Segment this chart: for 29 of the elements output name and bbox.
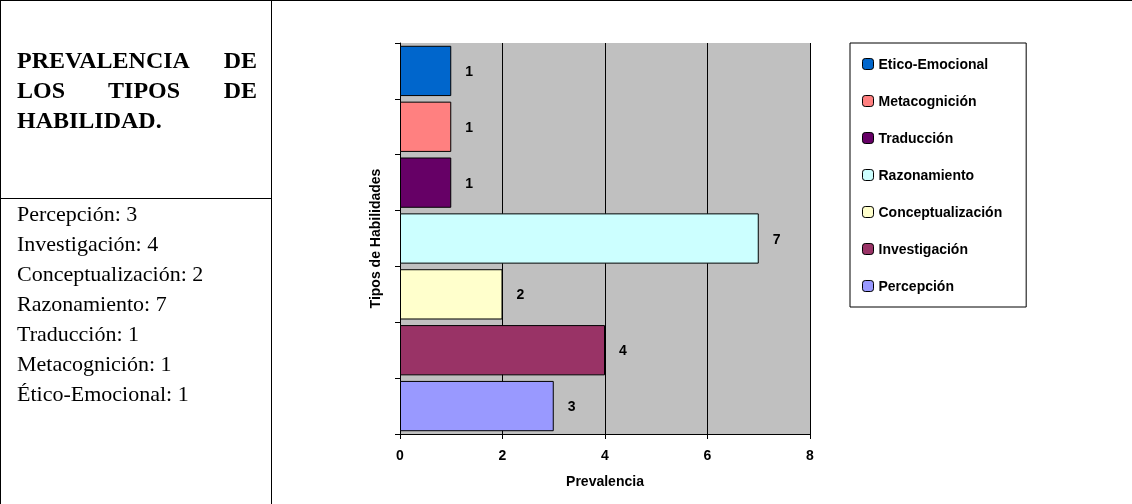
text: Ético-Emocional: 1 <box>17 380 190 408</box>
data-label: 3 <box>567 398 576 415</box>
text: Investigación: 4 <box>17 230 160 258</box>
text: Razonamiento: 7 <box>17 290 168 318</box>
data-label: 2 <box>516 286 525 303</box>
x-tick-label: 0 <box>396 447 405 463</box>
legend-label: Conceptualización <box>878 204 1003 220</box>
legend-label: Traducción <box>878 130 954 146</box>
legend-label: Investigación <box>878 241 968 257</box>
legend-label: Razonamiento <box>878 167 975 183</box>
data-label: 1 <box>465 174 474 191</box>
x-tick-label: 2 <box>498 447 507 463</box>
text: Conceptualización: 2 <box>17 260 205 288</box>
data-label: 7 <box>772 230 781 247</box>
data-label: 1 <box>465 118 474 135</box>
data-label: 1 <box>465 62 474 79</box>
x-axis-title: Prevalencia <box>566 473 645 489</box>
text: Traducción: 1 <box>17 320 140 348</box>
text: Percepción: 3 <box>17 200 139 228</box>
legend-label: Percepción <box>878 278 954 294</box>
x-tick-label: 6 <box>703 447 712 463</box>
x-tick-label: 8 <box>806 447 815 463</box>
data-label: 4 <box>619 342 627 359</box>
text: Metacognición: 1 <box>17 350 173 378</box>
legend-label: Etico-Emocional <box>878 56 989 72</box>
legend-label: Metacognición <box>878 93 977 109</box>
y-axis-title: Tipos de Habilidades <box>367 168 383 309</box>
text: PREVALENCIA DE LOS TIPOS DE HABILIDAD. <box>1 1 271 199</box>
x-tick-label: 4 <box>601 447 610 463</box>
